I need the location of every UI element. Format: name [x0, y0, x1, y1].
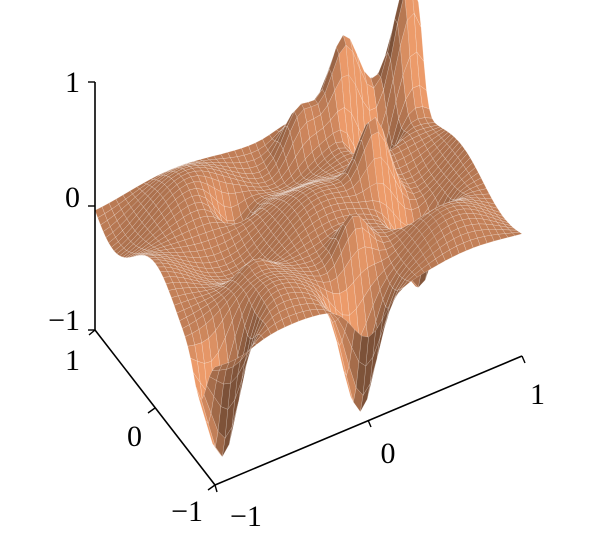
x-tick-mark-left [214, 484, 218, 493]
y-tick-label-bottom: −1 [171, 495, 203, 528]
x-tick-mark-right [521, 355, 526, 364]
y-tick-mark-bottom [207, 484, 216, 491]
y-tick-mark-mid [147, 407, 156, 414]
axes: 1 0 −1 1 0 −1 −1 0 1 [48, 66, 545, 533]
z-tick-label-mid: 0 [65, 181, 80, 214]
x-tick-label-mid: 0 [381, 437, 396, 470]
surface-mesh [94, 0, 523, 458]
z-tick-label-top: 1 [65, 66, 80, 99]
z-tick-label-bottom: −1 [48, 304, 80, 337]
x-tick-label-left: −1 [230, 500, 262, 533]
y-axis-line [94, 329, 216, 486]
y-tick-mark-top [88, 329, 96, 336]
y-tick-label-top: 1 [65, 344, 80, 377]
y-tick-label-mid: 0 [127, 420, 142, 453]
x-tick-mark-mid [367, 419, 372, 428]
x-tick-label-right: 1 [530, 378, 545, 411]
surface-facet [211, 364, 223, 371]
